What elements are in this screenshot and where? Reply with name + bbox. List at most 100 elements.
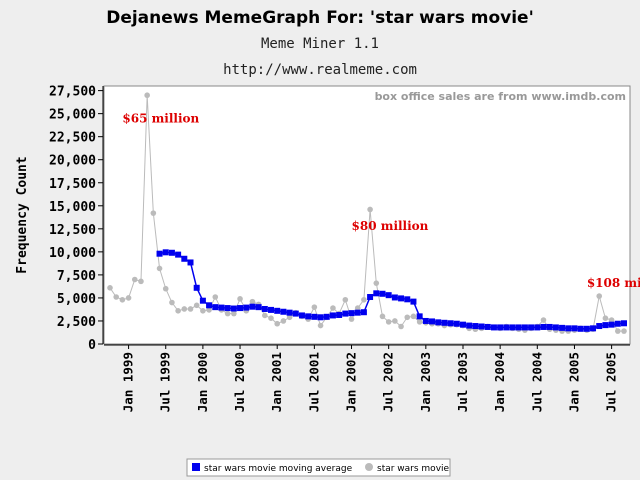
- y-tick-label: 5,000: [57, 292, 96, 307]
- chart-subtitle: Meme Miner 1.1: [261, 36, 379, 52]
- data-point-moving-average: [447, 320, 454, 327]
- data-point-moving-average: [193, 284, 200, 291]
- annotation-label: $80 million: [352, 219, 429, 233]
- data-point-raw: [162, 285, 169, 292]
- source-note: box office sales are from www.imdb.com: [375, 90, 626, 103]
- data-point-moving-average: [391, 294, 398, 301]
- x-axis: Jan 1999 Jul 1999 Jan 2000 Jul 2000 Jan 2001…: [104, 344, 630, 412]
- data-point-moving-average: [478, 323, 485, 330]
- data-point-moving-average: [329, 312, 336, 319]
- data-point-raw: [348, 316, 355, 322]
- y-axis: 0 2,500 5,000 7,500 10,000 12,500 15,000 17,500…: [49, 85, 104, 353]
- y-axis-label: Frequency Count: [15, 156, 30, 273]
- data-point-raw: [237, 296, 243, 302]
- annotation-label: $108 million: [587, 276, 640, 290]
- data-point-moving-average: [515, 324, 522, 331]
- data-point-moving-average: [559, 324, 566, 331]
- data-point-raw: [200, 308, 206, 314]
- data-point-moving-average: [218, 304, 225, 311]
- x-tick-label: Jul 2003: [455, 352, 470, 412]
- data-point-raw: [367, 206, 373, 213]
- y-tick-label: 10,000: [49, 246, 96, 261]
- data-point-moving-average: [199, 297, 206, 304]
- data-point-moving-average: [292, 310, 299, 317]
- series-line-moving-average: [159, 251, 625, 330]
- x-tick-label: Jul 2004: [529, 352, 544, 412]
- data-point-moving-average: [509, 324, 516, 331]
- data-point-raw: [410, 313, 417, 320]
- data-point-moving-average: [268, 306, 275, 313]
- data-point-moving-average: [237, 305, 244, 312]
- data-point-raw: [540, 317, 547, 323]
- data-point-raw: [596, 293, 603, 299]
- legend-label-moving-average: star wars movie moving average: [204, 464, 353, 474]
- chart-title: Dejanews MemeGraph For: 'star wars movie…: [106, 8, 534, 28]
- data-point-raw: [107, 284, 113, 291]
- x-tick-label: Jan 2004: [492, 352, 507, 412]
- data-point-moving-average: [590, 325, 597, 332]
- data-point-moving-average: [503, 324, 510, 331]
- data-point-moving-average: [162, 249, 169, 256]
- annotation-label: $65 million: [122, 111, 199, 125]
- data-point-moving-average: [521, 324, 528, 331]
- data-point-raw: [404, 314, 411, 321]
- x-tick-label: Jul 2000: [232, 352, 247, 412]
- data-point-moving-average: [552, 324, 559, 331]
- data-point-moving-average: [466, 322, 473, 329]
- data-point-raw: [113, 294, 119, 300]
- x-tick-label: Jul 1999: [158, 352, 173, 412]
- data-point-raw: [385, 319, 392, 325]
- data-point-moving-average: [398, 295, 405, 302]
- data-point-moving-average: [472, 323, 479, 330]
- data-point-moving-average: [168, 249, 175, 256]
- legend-label-raw: star wars movie: [377, 464, 450, 474]
- data-point-moving-average: [230, 305, 237, 312]
- legend: star wars movie moving average star wars…: [186, 458, 451, 477]
- y-tick-label: 20,000: [49, 154, 96, 169]
- data-point-raw: [342, 296, 349, 303]
- data-point-raw: [398, 323, 404, 330]
- data-point-moving-average: [317, 314, 324, 321]
- x-tick-label: Jul 2005: [604, 352, 619, 412]
- data-point-moving-average: [181, 255, 188, 262]
- x-tick-label: Jan 2005: [566, 352, 581, 412]
- data-point-moving-average: [490, 324, 497, 331]
- data-point-raw: [131, 276, 138, 283]
- y-tick-label: 0: [88, 338, 96, 353]
- data-point-raw: [361, 296, 367, 303]
- data-point-moving-average: [175, 251, 182, 258]
- plot-area: [103, 85, 631, 345]
- data-point-moving-average: [274, 307, 281, 314]
- data-point-moving-average: [379, 290, 386, 297]
- x-tick-label: Jul 2001: [306, 352, 321, 412]
- data-point-moving-average: [360, 309, 367, 316]
- data-point-raw: [181, 306, 188, 312]
- data-point-raw: [262, 312, 268, 319]
- data-point-raw: [249, 298, 256, 305]
- y-tick-label: 22,500: [49, 131, 96, 146]
- x-tick-label: Jan 2002: [344, 352, 359, 412]
- data-point-moving-average: [453, 320, 460, 327]
- data-point-moving-average: [441, 319, 448, 326]
- data-point-moving-average: [596, 323, 603, 330]
- data-point-raw: [608, 317, 615, 323]
- y-tick-label: 12,500: [49, 223, 96, 238]
- data-point-raw: [206, 307, 212, 313]
- data-point-raw: [274, 320, 281, 327]
- data-point-raw: [125, 295, 132, 301]
- data-point-raw: [286, 314, 293, 321]
- data-point-moving-average: [565, 325, 572, 332]
- data-point-raw: [169, 299, 175, 306]
- series-layer: [107, 92, 627, 334]
- data-point-moving-average: [621, 320, 627, 327]
- data-point-raw: [224, 310, 231, 317]
- annotation-layer: $65 million $80 million $108 million: [122, 111, 640, 290]
- data-point-raw: [311, 304, 318, 310]
- legend-swatch-raw: [365, 463, 373, 471]
- data-point-moving-average: [528, 324, 535, 331]
- data-point-moving-average: [212, 304, 219, 311]
- legend-swatch-moving-average: [192, 463, 200, 471]
- data-point-moving-average: [187, 259, 194, 266]
- data-point-moving-average: [571, 325, 578, 332]
